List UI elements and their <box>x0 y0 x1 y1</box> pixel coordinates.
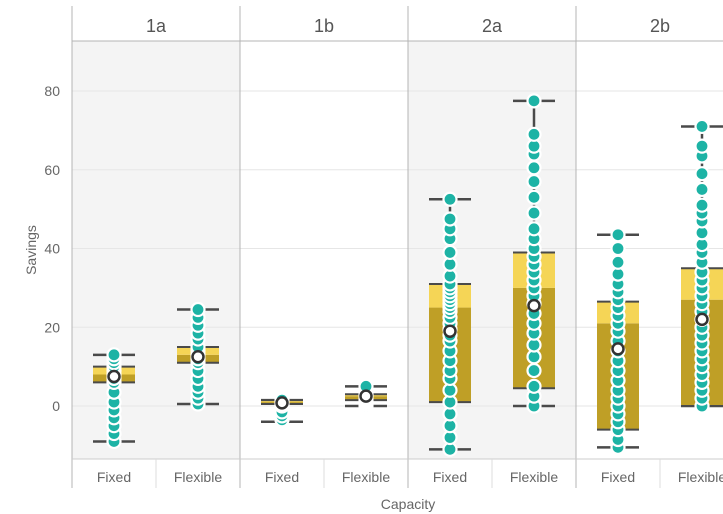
data-point <box>694 118 710 135</box>
data-point <box>610 254 626 270</box>
y-tick-label-20: 20 <box>44 319 60 335</box>
data-point <box>106 347 122 363</box>
data-point <box>694 181 710 198</box>
data-point <box>526 93 542 109</box>
panel-title-2a: 2a <box>482 16 503 36</box>
data-point <box>694 138 710 154</box>
category-label-1a-fixed: Fixed <box>97 469 131 485</box>
data-point <box>526 126 542 142</box>
category-label-2b-flexible: Flexible <box>678 469 723 485</box>
panel-title-1a: 1a <box>146 16 167 36</box>
data-point <box>526 160 542 176</box>
y-tick-label-0: 0 <box>52 398 60 414</box>
data-point <box>526 205 542 221</box>
data-point <box>694 166 710 182</box>
data-point <box>694 197 710 213</box>
mean-marker-1b-fixed <box>275 396 289 410</box>
data-point <box>526 189 542 205</box>
x-axis-title: Capacity <box>381 496 435 512</box>
category-label-2a-fixed: Fixed <box>433 469 467 485</box>
y-tick-label-80: 80 <box>44 83 60 99</box>
category-label-2b-fixed: Fixed <box>601 469 635 485</box>
panel-title-1b: 1b <box>314 16 334 36</box>
category-label-1b-fixed: Fixed <box>265 469 299 485</box>
category-label-1a-flexible: Flexible <box>174 469 222 485</box>
panel-title-2b: 2b <box>650 16 670 36</box>
category-label-1b-flexible: Flexible <box>342 469 390 485</box>
data-point <box>190 301 206 318</box>
data-point <box>526 378 542 394</box>
mean-marker-1a-fixed <box>107 369 121 384</box>
data-point <box>526 362 542 379</box>
data-point <box>442 244 458 261</box>
mean-marker-2a-fixed <box>443 324 457 338</box>
y-tick-label-40: 40 <box>44 241 60 257</box>
y-axis-title: Savings <box>23 225 39 275</box>
category-label-2a-flexible: Flexible <box>510 469 558 485</box>
data-point <box>610 227 626 243</box>
data-point <box>442 191 458 207</box>
data-point <box>526 173 542 190</box>
mean-marker-1b-flexible <box>359 389 373 403</box>
mean-marker-2a-flexible <box>527 298 541 313</box>
mean-marker-2b-fixed <box>611 342 625 356</box>
data-point <box>610 240 626 257</box>
panel-background-1a <box>72 41 240 459</box>
mean-marker-1a-flexible <box>191 350 205 364</box>
mean-marker-2b-flexible <box>695 312 709 327</box>
data-point <box>526 221 542 237</box>
data-point <box>442 211 458 227</box>
y-tick-label-60: 60 <box>44 162 60 178</box>
